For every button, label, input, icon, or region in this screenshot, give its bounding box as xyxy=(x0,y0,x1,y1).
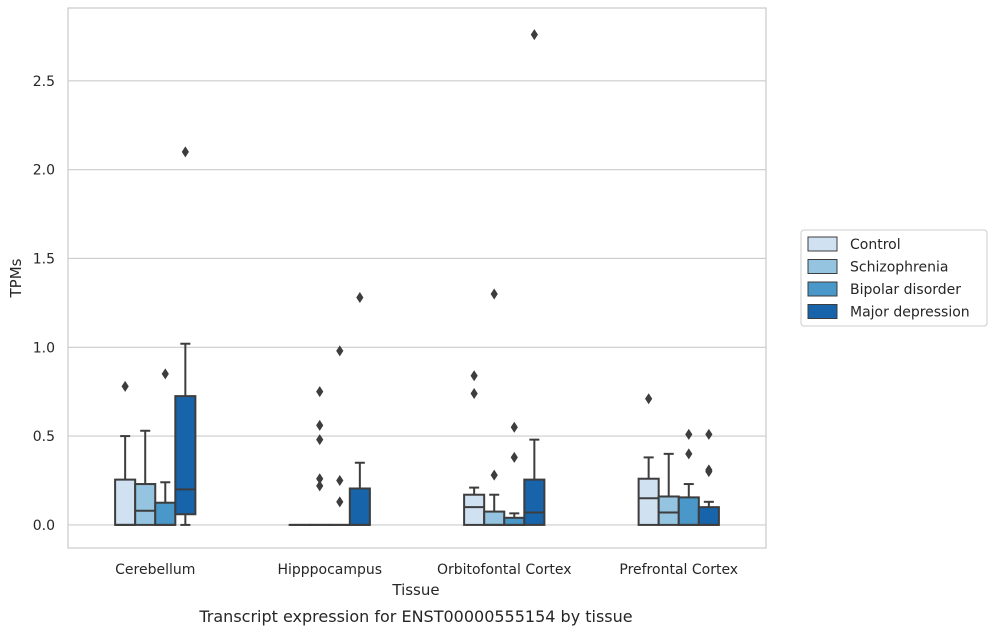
outlier-point xyxy=(685,428,693,440)
outlier-point xyxy=(181,146,189,158)
legend-swatch xyxy=(807,281,838,297)
outlier-point xyxy=(336,496,344,508)
outlier-point xyxy=(121,380,129,392)
x-tick-label: Prefrontal Cortex xyxy=(619,562,738,578)
y-axis-label: TPMs xyxy=(7,258,25,298)
box xyxy=(637,477,660,526)
legend-swatch xyxy=(807,259,838,274)
box xyxy=(483,510,506,526)
y-tick-label: 1.5 xyxy=(33,251,55,267)
plot-frame xyxy=(67,7,767,549)
box-plots xyxy=(114,29,720,526)
outlier-point xyxy=(356,292,364,304)
x-tick-label: Cerebellum xyxy=(115,562,195,578)
x-axis-label: Tissue xyxy=(391,581,439,599)
outlier-point xyxy=(685,448,693,460)
y-tick-labels: 0.0 0.5 1.0 1.5 2.0 2.5 xyxy=(33,74,55,534)
outlier-point xyxy=(316,419,324,431)
legend-swatch xyxy=(807,236,838,252)
outlier-point xyxy=(316,386,324,398)
outlier-point xyxy=(510,421,518,433)
chart-caption: Transcript expression for ENST0000055515… xyxy=(198,607,632,626)
legend: Control Schizophrenia Bipolar disorder Majo… xyxy=(800,229,988,327)
outlier-point xyxy=(336,475,344,486)
box xyxy=(503,516,526,526)
box xyxy=(463,493,486,526)
box xyxy=(348,487,371,526)
outlier-point xyxy=(510,451,518,463)
y-tick-label: 0.5 xyxy=(33,429,55,445)
grid-lines xyxy=(68,80,766,526)
outlier-point xyxy=(316,480,324,492)
y-tick-label: 2.0 xyxy=(33,163,55,179)
legend-frame xyxy=(800,229,988,327)
outlier-point xyxy=(645,393,653,405)
box xyxy=(174,395,197,516)
box xyxy=(154,501,177,526)
outlier-point xyxy=(316,473,324,485)
box xyxy=(697,506,720,526)
legend-swatch xyxy=(807,304,838,319)
outlier-point xyxy=(490,469,498,481)
y-tick-label: 2.5 xyxy=(33,74,55,90)
outlier-point xyxy=(530,29,538,41)
y-tick-label: 1.0 xyxy=(33,340,55,356)
outlier-point xyxy=(336,345,344,357)
legend-label: Bipolar disorder xyxy=(850,282,961,298)
x-tick-label: Hipppocampus xyxy=(277,562,382,578)
box xyxy=(523,478,546,526)
outlier-point xyxy=(705,464,713,476)
outlier-point xyxy=(316,434,324,446)
outlier-point xyxy=(705,428,713,440)
y-tick-label: 0.0 xyxy=(33,518,55,534)
outlier-point xyxy=(161,368,169,380)
outlier-point xyxy=(470,387,478,399)
legend-label: Major depression xyxy=(850,305,970,321)
outlier-point xyxy=(470,370,478,382)
box xyxy=(134,483,157,526)
x-tick-label: Orbitofontal Cortex xyxy=(437,562,572,578)
legend-label: Schizophrenia xyxy=(850,260,948,276)
outlier-point xyxy=(490,288,498,300)
box xyxy=(677,496,700,526)
box xyxy=(657,495,680,526)
legend-label: Control xyxy=(850,237,901,253)
box xyxy=(114,478,137,526)
x-tick-labels: Cerebellum Hipppocampus Orbitofontal Corte… xyxy=(115,562,738,578)
